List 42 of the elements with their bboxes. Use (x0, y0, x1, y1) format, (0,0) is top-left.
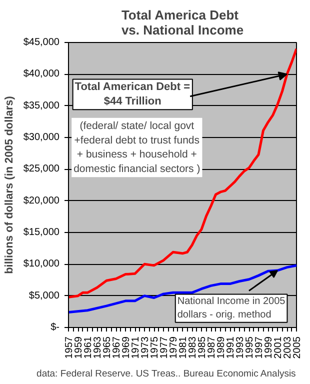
x-tick-label: 1967 (112, 336, 122, 359)
x-tick-label: 1987 (206, 336, 218, 359)
x-tick-label: 1995 (244, 336, 256, 359)
x-tick-label: 1981 (178, 336, 189, 359)
x-tick-label: 1993 (235, 336, 246, 359)
x-tick-label: 2001 (273, 336, 284, 359)
x-tick-label: 1971 (130, 336, 142, 359)
y-tick-label: $- (50, 322, 60, 333)
x-tick-label: 1961 (83, 336, 94, 359)
y-tick-label: $10,000 (23, 258, 60, 270)
x-tick-label: 2005 (292, 336, 303, 359)
y-tick-label: $15,000 (23, 227, 60, 238)
x-tick-label: 1957 (64, 336, 75, 359)
x-tick-label: 1977 (159, 336, 170, 359)
x-tick-label: 1975 (150, 336, 160, 359)
x-tick-label: 1963 (92, 336, 104, 359)
y-tick-label: $25,000 (23, 164, 60, 175)
chart-title: Total America Debt vs. National Income (121, 8, 244, 38)
x-tick-label: 1959 (74, 336, 84, 359)
x-tick-label: 2003 (282, 336, 294, 359)
y-tick-label: $5,000 (28, 290, 60, 302)
x-tick-label: 1979 (168, 336, 180, 359)
y-tick-label: $40,000 (23, 68, 60, 80)
annotation: National Income in 2005 dollars - orig. method (177, 296, 286, 320)
y-tick-label: $20,000 (23, 195, 60, 206)
x-tick-label: 1983 (188, 336, 198, 359)
x-tick-label: 1969 (121, 336, 132, 359)
x-tick-label: 1989 (216, 336, 227, 359)
y-tick-label: $45,000 (23, 37, 60, 48)
y-tick-label: $35,000 (23, 100, 60, 112)
annotation: (federal/ state/ local govt +federal debt to trust funds + business + household + domestic financial sectors ) (74, 120, 200, 176)
y-tick-label: $30,000 (23, 132, 60, 143)
x-tick-label: 1991 (226, 336, 236, 359)
x-tick-label: 1965 (102, 336, 113, 359)
text: data: Federal Reserve. US Treas.. Bureau Economic Analysis (36, 368, 296, 380)
y-axis-title: billions of dollars (in 2005 dollars) (3, 96, 16, 274)
x-tick-label: 1985 (197, 336, 208, 359)
line-series (68, 48, 296, 298)
x-tick-label: 1999 (264, 336, 274, 359)
x-tick-label: 1973 (140, 336, 151, 359)
x-tick-label: 1997 (254, 336, 265, 359)
annotation: Total American Debt = $44 Trillion (74, 81, 190, 108)
